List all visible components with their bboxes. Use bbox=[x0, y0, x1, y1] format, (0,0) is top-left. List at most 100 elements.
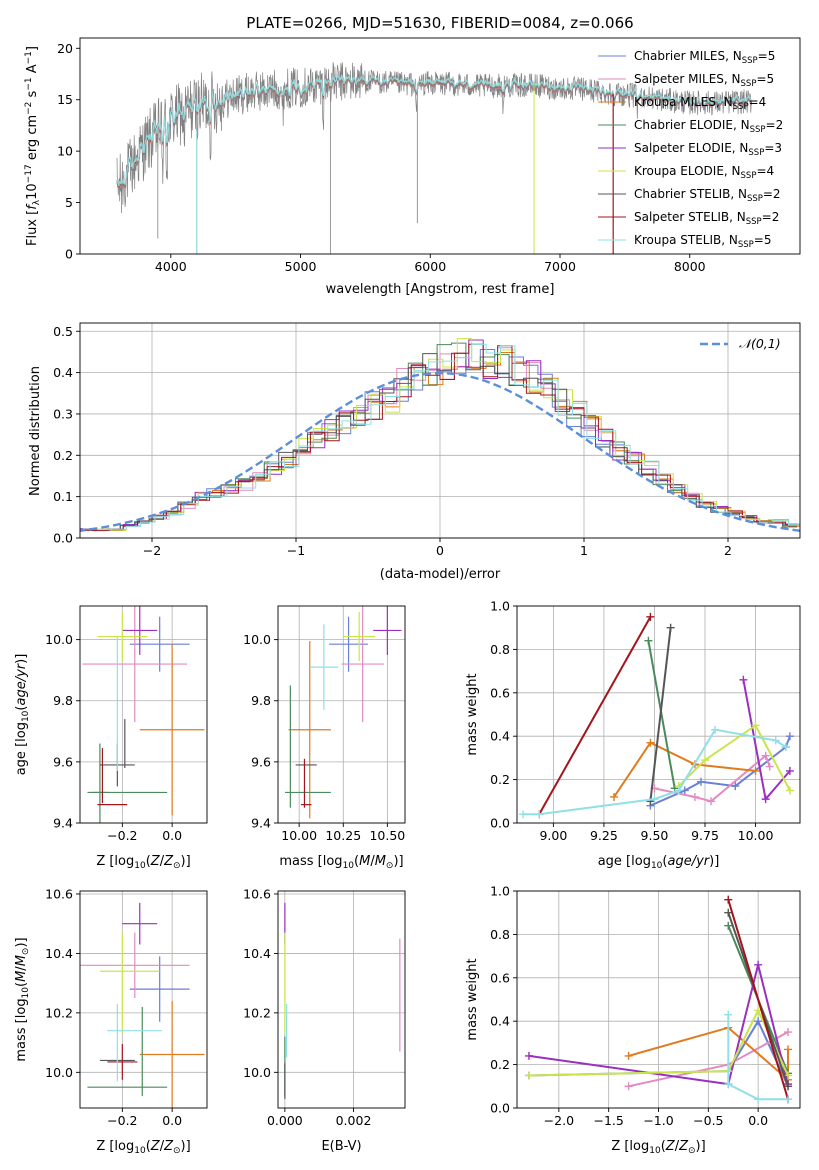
y-tick-label: 5 bbox=[65, 195, 73, 210]
y-tick-label: 0.6 bbox=[490, 685, 510, 700]
y-tick-label: 0.4 bbox=[490, 1014, 510, 1029]
histogram-step-7 bbox=[80, 343, 800, 531]
x-tick-label: 2 bbox=[724, 543, 732, 558]
label-part: M bbox=[375, 854, 386, 869]
legend-label: Salpeter STELIB, NSSP=2 bbox=[634, 210, 779, 227]
plot-area-residuals bbox=[80, 338, 800, 533]
y-tick-label: 0.8 bbox=[490, 927, 510, 942]
y-tick-label: 0.2 bbox=[53, 448, 73, 463]
legend-label: Kroupa ELODIE, NSSP=4 bbox=[634, 164, 774, 181]
label-part: M bbox=[14, 955, 29, 966]
plot-area-age_vs_Z bbox=[82, 606, 205, 823]
y-tick-label: 10.6 bbox=[243, 886, 271, 901]
errorbar-point bbox=[288, 641, 331, 819]
x-axis-label: (data-model)/error bbox=[380, 567, 501, 582]
y-axis-label: age [log10(age/yr)] bbox=[14, 654, 31, 776]
weight-marker bbox=[751, 721, 760, 730]
y-tick-label: 1.0 bbox=[490, 884, 510, 899]
label-part: 10 bbox=[25, 183, 40, 200]
weight-line-5 bbox=[677, 723, 791, 791]
weight-marker bbox=[785, 786, 794, 795]
x-tick-label: 9.75 bbox=[691, 828, 719, 843]
legend-label-main: Kroupa STELIB, N bbox=[634, 233, 738, 247]
legend-label-sub: SSP bbox=[746, 217, 762, 227]
label-part: ( bbox=[354, 854, 359, 869]
weight-marker bbox=[765, 762, 774, 771]
legend-label-sub: SSP bbox=[747, 194, 763, 204]
y-tick-label: 10 bbox=[57, 144, 73, 159]
x-tick-label: 9.00 bbox=[539, 828, 567, 843]
x-axis-label: Z [log10(Z/Z⊙)] bbox=[96, 1139, 190, 1156]
label-part: erg cm bbox=[25, 115, 40, 164]
x-tick-label: −1.5 bbox=[593, 1113, 623, 1128]
y-axis-label: mass weight bbox=[465, 958, 480, 1040]
axes-residuals: −2 −1 0 1 2 0.0 0.1 0.2 0.3 0.4 0.5 𝒩(0,1) bbox=[53, 322, 801, 558]
label-part: / bbox=[160, 1139, 165, 1154]
x-tick-label: 5000 bbox=[285, 259, 317, 274]
legend-label-main: Salpeter STELIB, N bbox=[634, 210, 746, 224]
x-axis-label: age [log10(age/yr)] bbox=[598, 854, 720, 871]
x-tick-label: 0.0 bbox=[748, 1113, 768, 1128]
legend-label: Salpeter ELODIE, NSSP=3 bbox=[634, 141, 782, 158]
y-tick-label: 0.5 bbox=[53, 324, 73, 339]
histogram-step-5 bbox=[82, 338, 800, 531]
y-tick-label: 9.8 bbox=[53, 693, 73, 708]
label-part: Z [log bbox=[96, 1139, 134, 1154]
legend-label-sub: SSP bbox=[733, 102, 749, 112]
plot-area-weight_vs_Z bbox=[524, 895, 793, 1104]
label-part: A bbox=[25, 64, 40, 77]
axes-frame-spectrum: 4000 5000 6000 7000 8000 0 5 10 15 20 Chabrier MIL… bbox=[57, 37, 801, 274]
label-part: −1 bbox=[24, 77, 34, 90]
x-tick-label: 9.50 bbox=[641, 828, 669, 843]
label-part: Z bbox=[678, 1139, 689, 1154]
x-tick-label: 10.25 bbox=[325, 828, 361, 843]
errorbar-point bbox=[309, 624, 338, 710]
y-tick-label: 20 bbox=[57, 41, 73, 56]
legend-label-end: =4 bbox=[756, 164, 774, 178]
errorbar-point bbox=[129, 956, 190, 1022]
label-part: −2 bbox=[24, 102, 34, 115]
y-tick-label: 10.4 bbox=[243, 946, 271, 961]
axes-frame-age_vs_Z: −0.2 0.0 9.4 9.6 9.8 10.0 bbox=[45, 605, 208, 843]
label-part: )] bbox=[14, 937, 29, 947]
label-part: mass [log bbox=[279, 854, 342, 869]
y-tick-label: 9.4 bbox=[53, 816, 73, 831]
y-tick-label: 0 bbox=[65, 247, 73, 262]
weight-marker bbox=[646, 738, 655, 747]
errorbar-point bbox=[80, 932, 190, 999]
label-part: ⊙ bbox=[173, 1146, 181, 1156]
axes-frame bbox=[277, 890, 406, 1109]
label-part: Z bbox=[163, 1139, 174, 1154]
legend-label-sub: SSP bbox=[741, 79, 757, 89]
weight-line-2 bbox=[613, 741, 756, 798]
legend-label-main: Chabrier MILES, N bbox=[634, 49, 742, 63]
weight-marker bbox=[784, 1071, 793, 1080]
label-part: age/yr bbox=[14, 662, 29, 705]
y-tick-label: 0.0 bbox=[490, 1101, 510, 1116]
label-part: Flux [ bbox=[25, 210, 40, 246]
axes-spectrum: 4000 5000 6000 7000 8000 0 5 10 15 20 Chabrier MIL… bbox=[57, 37, 801, 274]
y-tick-label: 0.1 bbox=[53, 489, 73, 504]
errorbar-point bbox=[139, 1000, 205, 1108]
histogram-step-8 bbox=[82, 343, 800, 531]
axes-frame bbox=[79, 37, 801, 255]
label-part: age [log bbox=[14, 722, 29, 775]
weight-marker bbox=[754, 1017, 763, 1026]
x-axis-label: wavelength [Angstrom, rest frame] bbox=[326, 282, 555, 297]
label-part: 10 bbox=[343, 861, 355, 871]
plot-area-spectrum bbox=[116, 62, 753, 254]
weight-marker bbox=[524, 1071, 533, 1080]
x-tick-label: 7000 bbox=[544, 259, 576, 274]
legend-label-end: =4 bbox=[749, 95, 767, 109]
label-part: Z [log bbox=[611, 1139, 649, 1154]
weight-line-6 bbox=[649, 627, 672, 802]
weight-marker bbox=[650, 795, 659, 804]
model-line-8 bbox=[116, 73, 753, 187]
legend-label: Salpeter MILES, NSSP=5 bbox=[634, 72, 774, 89]
weight-marker bbox=[624, 1051, 633, 1060]
y-tick-label: 10.2 bbox=[243, 1005, 271, 1020]
label-part: )] bbox=[709, 854, 719, 869]
label-part: 10 bbox=[134, 1146, 146, 1156]
label-part: Z bbox=[163, 854, 174, 869]
x-tick-label: −1.0 bbox=[643, 1113, 673, 1128]
